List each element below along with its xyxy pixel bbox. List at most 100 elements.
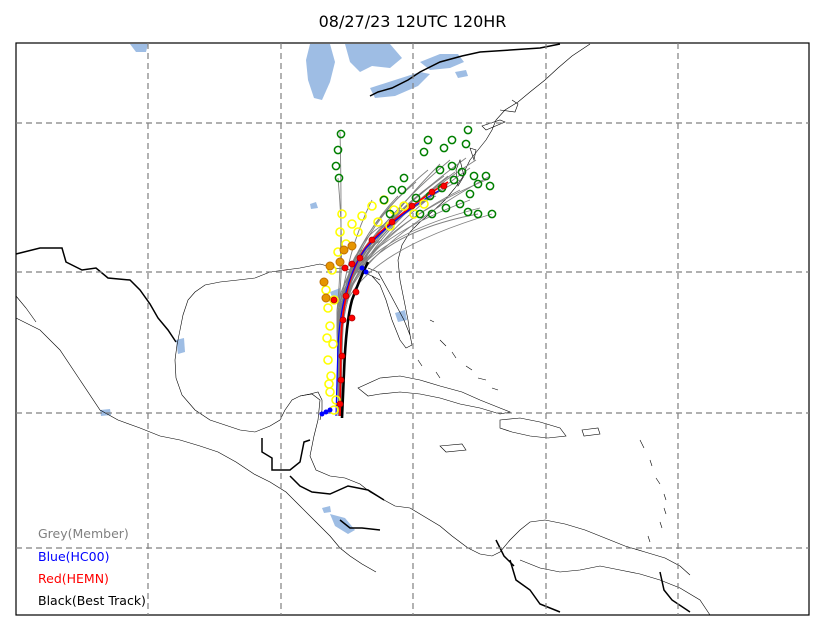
track-markers xyxy=(319,125,497,417)
hc00-marker xyxy=(359,265,365,271)
member-marker xyxy=(449,175,459,185)
member-marker xyxy=(441,203,451,213)
long-island xyxy=(481,119,506,131)
cape-cod xyxy=(499,99,519,113)
gulf-coast xyxy=(174,263,381,433)
map-title: 08/27/23 12UTC 120HR xyxy=(318,12,507,31)
member-marker xyxy=(427,209,437,219)
chesapeake xyxy=(455,159,465,187)
member-marker xyxy=(325,261,335,271)
small-lake-1 xyxy=(322,506,331,513)
member-marker xyxy=(399,173,409,183)
member-marker xyxy=(411,193,421,203)
legend-item-best-track: Black(Best Track) xyxy=(38,593,146,608)
member-marker xyxy=(325,387,335,397)
member-marker xyxy=(487,209,497,219)
colombia-border xyxy=(509,559,561,613)
hemn-marker xyxy=(337,376,345,384)
member-track xyxy=(339,167,471,417)
forecast-tracks xyxy=(335,131,493,419)
member-marker xyxy=(335,257,345,267)
legend-item-hc00: Blue(HC00) xyxy=(38,549,110,564)
hemn-marker xyxy=(428,188,436,196)
member-track xyxy=(337,207,481,417)
member-marker xyxy=(347,241,357,251)
hemn-marker xyxy=(338,352,346,360)
member-marker xyxy=(347,219,357,229)
us-east-coast xyxy=(397,43,591,336)
lake-erie xyxy=(370,72,430,98)
lake-ontario-east xyxy=(455,70,468,78)
member-marker xyxy=(333,145,343,155)
lake-michigan xyxy=(306,44,335,100)
nicaragua-border xyxy=(339,519,381,531)
member-marker xyxy=(336,129,346,139)
member-marker xyxy=(324,379,334,389)
us-mexico-border xyxy=(15,247,177,343)
member-marker xyxy=(415,209,425,219)
member-marker xyxy=(439,143,449,153)
member-marker xyxy=(461,139,471,149)
venezuela-coast xyxy=(519,559,711,616)
lake-okeechobee xyxy=(395,310,407,322)
member-track xyxy=(337,159,477,417)
honduras-border xyxy=(289,475,385,501)
hemn-marker xyxy=(342,292,350,300)
puerto-rico xyxy=(581,427,601,437)
hispaniola xyxy=(499,417,567,439)
member-marker xyxy=(447,161,457,171)
member-marker xyxy=(353,227,363,237)
cuba xyxy=(357,375,512,415)
hemn-marker xyxy=(368,236,376,244)
lake-nicaragua xyxy=(330,514,355,534)
small-lake-4 xyxy=(176,338,185,354)
member-marker xyxy=(387,185,397,195)
legend-item-hemn: Red(HEMN) xyxy=(38,571,109,586)
member-marker xyxy=(423,135,433,145)
member-marker xyxy=(357,211,367,221)
coastlines xyxy=(15,43,711,616)
member-marker xyxy=(325,321,335,331)
member-marker xyxy=(435,165,445,175)
central-america-coast xyxy=(299,393,691,576)
lake-huron xyxy=(345,44,402,72)
lesser-antilles xyxy=(639,439,667,543)
grid xyxy=(16,43,809,615)
member-marker xyxy=(419,147,429,157)
member-marker xyxy=(463,207,473,217)
member-marker xyxy=(473,209,483,219)
member-marker xyxy=(328,339,338,349)
member-marker xyxy=(455,199,465,209)
member-marker xyxy=(457,167,467,177)
hemn-marker xyxy=(330,296,338,304)
legend-item-member: Grey(Member) xyxy=(38,526,129,541)
bahamas xyxy=(417,319,499,391)
member-marker xyxy=(409,209,419,219)
member-marker xyxy=(337,209,347,219)
pacific-coast xyxy=(15,317,377,573)
member-marker xyxy=(447,135,457,145)
hemn-marker xyxy=(356,254,364,262)
hemn-marker xyxy=(388,218,396,226)
member-marker xyxy=(323,355,333,365)
hemn-marker xyxy=(408,202,416,210)
member-marker xyxy=(419,199,429,209)
member-marker xyxy=(385,209,395,219)
member-marker xyxy=(469,171,479,181)
member-marker xyxy=(323,303,333,313)
member-marker xyxy=(322,333,332,343)
member-marker xyxy=(379,195,389,205)
hc00-marker xyxy=(323,409,329,415)
hc00-marker xyxy=(327,407,333,413)
member-marker xyxy=(321,285,331,295)
member-marker xyxy=(399,201,409,211)
member-marker xyxy=(373,217,383,227)
member-marker xyxy=(397,185,407,195)
member-marker xyxy=(339,245,349,255)
hemn-marker xyxy=(339,316,347,324)
hemn-marker xyxy=(336,400,344,408)
venezuela-border xyxy=(659,571,691,613)
hemn-marker xyxy=(348,314,356,322)
hc00-marker xyxy=(319,411,325,417)
